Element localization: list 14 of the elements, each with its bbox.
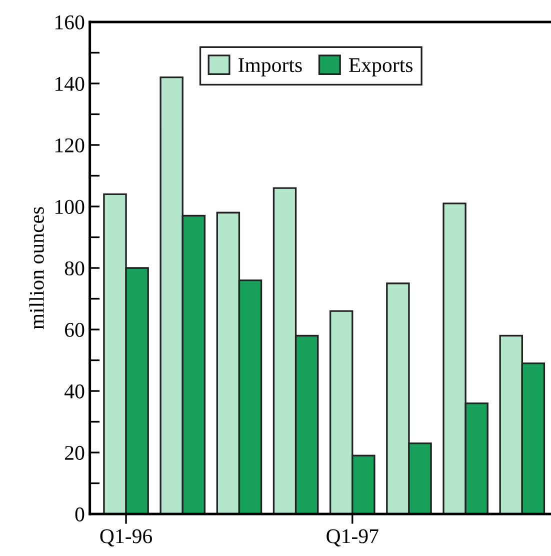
legend-label: Exports bbox=[349, 58, 412, 76]
y-tick-label: 20 bbox=[65, 446, 84, 460]
x-tick-label: Q1-96 bbox=[100, 529, 152, 546]
y-tick-label: 140 bbox=[56, 76, 84, 91]
y-tick-label: 40 bbox=[64, 384, 84, 398]
y-tick-label: 80 bbox=[64, 261, 84, 276]
y-tick-label: 160 bbox=[56, 15, 84, 30]
x-tick-label: Q1-97 bbox=[326, 529, 378, 546]
y-tick-label: 100 bbox=[56, 200, 84, 214]
y-tick-label: 0 bbox=[75, 507, 84, 522]
y-axis-title: million ounces bbox=[29, 207, 44, 330]
y-tick-label: 60 bbox=[65, 322, 84, 337]
y-tick-label: 120 bbox=[56, 138, 84, 152]
legend-label: Imports bbox=[238, 58, 302, 76]
